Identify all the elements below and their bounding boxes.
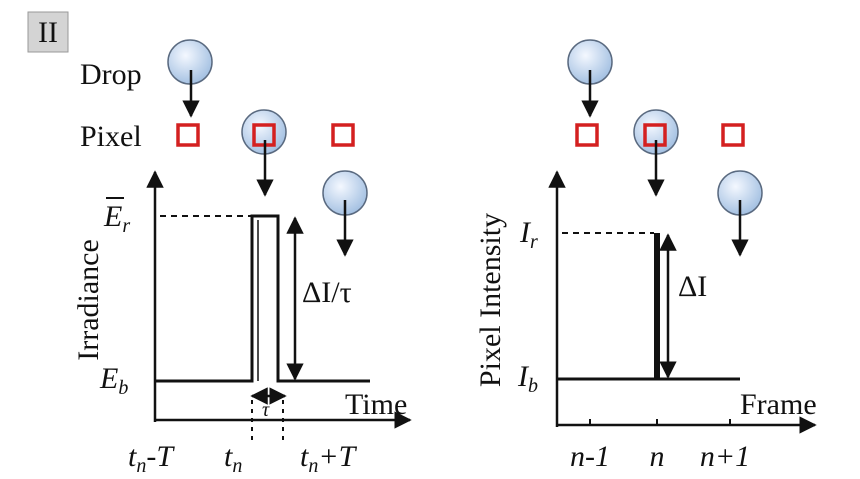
- sym: t: [128, 440, 137, 473]
- sub: n: [308, 455, 318, 477]
- sub: b: [528, 375, 538, 397]
- sub: n: [232, 455, 242, 477]
- level-label: Eb: [99, 362, 128, 399]
- x-tick-label: n: [650, 440, 665, 473]
- left-drops: [167, 39, 368, 257]
- x-tick-label: tn-T: [128, 440, 175, 477]
- pixel: [331, 123, 355, 147]
- pixel-label: Pixel: [80, 120, 142, 153]
- sym: t: [224, 440, 233, 473]
- level-label: Ib: [517, 360, 538, 397]
- delta-label: ΔI: [678, 270, 707, 303]
- level-label: Er: [103, 200, 130, 237]
- irradiance-pulse: [155, 214, 370, 383]
- sub: b: [118, 377, 128, 399]
- y-label: Irradiance: [72, 239, 105, 361]
- sym: I: [517, 360, 530, 393]
- y-label: Pixel Intensity: [474, 213, 507, 387]
- sub: r: [530, 231, 538, 253]
- width-label: τ: [262, 399, 270, 421]
- drop-label: Drop: [80, 58, 142, 91]
- sub: n: [136, 455, 146, 477]
- suffix: -T: [146, 440, 175, 473]
- x-tick-label: n-1: [570, 440, 610, 473]
- sym: t: [300, 440, 309, 473]
- right-drops: [567, 39, 763, 257]
- badge: II: [38, 16, 58, 49]
- badge-box: [27, 11, 69, 53]
- x-tick-label: tn+T: [300, 440, 358, 477]
- sym: E: [103, 200, 122, 233]
- x-tick-label: n+1: [700, 440, 750, 473]
- sym: E: [99, 362, 118, 395]
- pixel: [575, 123, 599, 147]
- x-label: Time: [345, 388, 407, 421]
- pixel: [721, 123, 745, 147]
- delta-label: ΔI/τ: [302, 276, 352, 309]
- x-label: Frame: [740, 388, 817, 421]
- x-tick-label: tn: [224, 440, 242, 477]
- suffix: +T: [318, 440, 357, 473]
- sub: r: [122, 215, 130, 237]
- sym: I: [519, 216, 532, 249]
- level-label: Ir: [519, 216, 538, 253]
- pixel: [176, 123, 200, 147]
